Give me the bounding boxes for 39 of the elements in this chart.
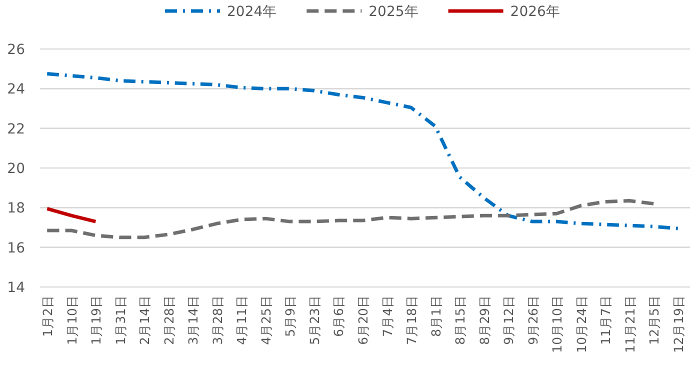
y-tick-label: 16: [7, 240, 26, 256]
line-series: [45, 72, 680, 230]
x-tick-label: 1月19日: [88, 295, 104, 345]
legend-label: 2024年: [227, 4, 277, 20]
x-tick-label: 5月23日: [306, 295, 322, 345]
x-tick-label: 6月20日: [356, 295, 370, 345]
x-tick-label: 4月25日: [258, 295, 274, 345]
x-tick-label: 1月10日: [64, 295, 80, 345]
x-tick-label: 3月14日: [186, 295, 201, 345]
y-tick-label: 20: [7, 161, 25, 177]
x-tick-label: 10月24日: [574, 295, 589, 353]
x-tick-label: 3月28日: [210, 295, 225, 345]
legend-label: 2025年: [368, 4, 418, 20]
x-tick-label: 11月7日: [598, 295, 614, 345]
x-tick-label: 10月10日: [550, 295, 565, 353]
legend-label: 2026年: [510, 4, 560, 20]
x-tick-label: 1月2日: [40, 295, 56, 337]
x-tick-label: 6月6日: [331, 295, 346, 337]
y-tick-label: 14: [7, 280, 26, 296]
x-tick-label: 7月18日: [404, 295, 420, 345]
x-tick-label: 2月28日: [161, 295, 176, 345]
y-tick-label: 26: [7, 42, 26, 58]
x-tick-label: 5月9日: [282, 295, 298, 337]
x-tick-label: 8月1日: [428, 295, 444, 337]
x-tick-label: 9月26日: [525, 295, 540, 345]
x-tick-label: 12月5日: [646, 295, 662, 345]
x-tick-label: 12月19日: [670, 295, 686, 353]
x-tick-label: 9月12日: [501, 295, 516, 345]
x-tick-label: 8月29日: [476, 295, 492, 345]
y-tick-label: 24: [7, 82, 26, 98]
x-tick-label: 4月11日: [234, 295, 250, 345]
y-tick-label: 22: [7, 121, 25, 138]
y-tick-label: 18: [7, 200, 25, 217]
x-tick-label: 11月21日: [622, 295, 638, 353]
x-tick-label: 8月15日: [452, 295, 468, 345]
x-tick-label: 7月4日: [380, 295, 395, 337]
line-series: [45, 198, 656, 240]
x-tick-label: 2月14日: [137, 295, 152, 345]
x-tick-label: 1月31日: [112, 295, 128, 345]
